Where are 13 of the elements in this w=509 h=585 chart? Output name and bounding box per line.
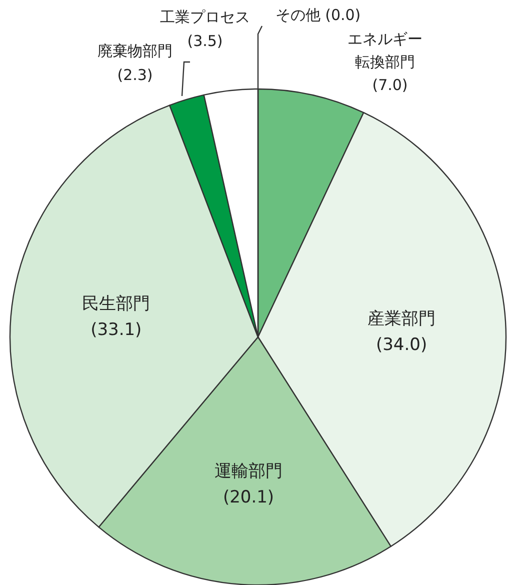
data-label: (33.1)	[90, 320, 142, 340]
data-label: (34.0)	[376, 334, 428, 355]
data-label: (20.1)	[222, 488, 274, 508]
data-label: (7.0)	[372, 76, 408, 94]
slice-label: エネルギー転換部門	[348, 30, 422, 72]
slice-label: 運輸部門	[214, 462, 283, 482]
slice-label: 産業部門	[368, 308, 436, 329]
slice-label: 廃棄物部門	[98, 42, 172, 60]
data-label: (2.3)	[117, 66, 153, 84]
slice-label: 民生部門	[82, 294, 150, 314]
slice-label: 工業プロセス	[160, 8, 250, 26]
category-label: その他 (0.0)	[275, 6, 361, 24]
data-label: (3.5)	[187, 32, 223, 50]
